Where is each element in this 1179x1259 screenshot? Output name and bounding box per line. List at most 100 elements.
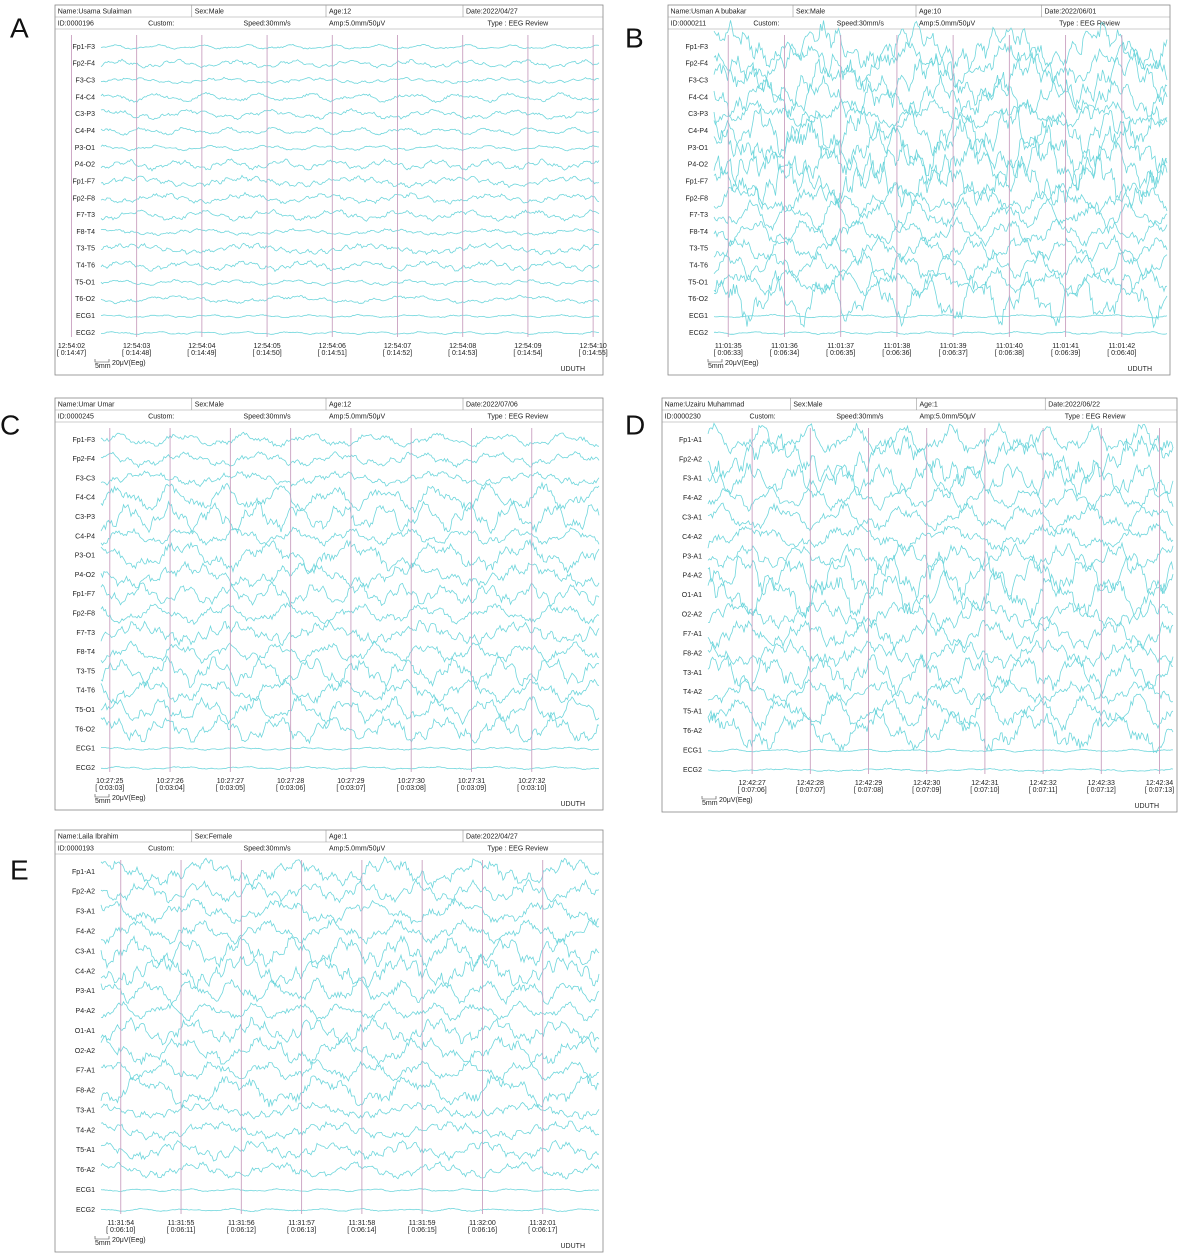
channel-label: F7-T3 <box>76 630 95 637</box>
channel-label: F8-A2 <box>683 650 702 657</box>
channel-label: Fp1-F7 <box>72 591 95 598</box>
channel-label: T6-O2 <box>75 726 95 733</box>
header-amp: Amp:5.0mm/50μV <box>329 413 385 420</box>
channel-label: T6-A2 <box>76 1167 95 1174</box>
channel-label: T6-O2 <box>688 296 708 303</box>
channel-label: P4-A2 <box>76 1008 96 1015</box>
elapsed-label: [ 0:06:12] <box>227 1227 256 1234</box>
elapsed-label: [ 0:03:08] <box>397 785 426 792</box>
time-label: 11:01:42 <box>1108 343 1135 350</box>
channel-label: T6-O2 <box>75 296 95 303</box>
header-date: Date:2022/07/06 <box>466 401 518 408</box>
header-age: Age:1 <box>920 401 938 408</box>
time-label: 11:31:59 <box>409 1220 436 1227</box>
eeg-panel: AName:Usama SulaimanSex:MaleAge:12Date:2… <box>10 5 608 375</box>
channel-label: P4-O2 <box>75 572 95 579</box>
elapsed-label: [ 0:06:34] <box>770 350 799 357</box>
channel-label: F8-T4 <box>76 649 95 656</box>
channel-label: F4-C4 <box>76 94 96 101</box>
channel-label: P3-O1 <box>75 145 95 152</box>
header-type: Type : EEG Review <box>487 845 549 852</box>
channel-label: T3-T5 <box>76 246 95 253</box>
channel-label: T5-A1 <box>683 709 702 716</box>
channel-label: P4-O2 <box>75 162 95 169</box>
scale-amp: 20μV(Eeg) <box>112 795 146 802</box>
time-label: 11:32:00 <box>469 1220 496 1227</box>
channel-label: Fp1-A1 <box>679 437 702 444</box>
scale-amp: 20μV(Eeg) <box>719 797 753 804</box>
header-name: Name:Laila Ibrahim <box>58 833 119 840</box>
time-label: 10:27:30 <box>398 778 425 785</box>
time-label: 12:54:10 <box>580 343 607 350</box>
time-label: 12:54:08 <box>449 343 476 350</box>
channel-label: ECG1 <box>76 1187 95 1194</box>
channel-label: O1-A1 <box>682 592 702 599</box>
channel-label: ECG2 <box>689 330 708 337</box>
header-type: Type : EEG Review <box>1065 413 1127 420</box>
time-label: 10:27:27 <box>217 778 244 785</box>
elapsed-label: [ 0:06:13] <box>287 1227 316 1234</box>
elapsed-label: [ 0:07:07] <box>796 787 825 794</box>
channel-label: Fp2-F4 <box>685 61 708 68</box>
elapsed-label: [ 0:03:06] <box>276 785 305 792</box>
channel-label: P3-A1 <box>76 988 96 995</box>
channel-label: Fp2-F8 <box>72 195 95 202</box>
time-label: 12:42:30 <box>913 780 940 787</box>
figure: AName:Usama SulaimanSex:MaleAge:12Date:2… <box>0 0 1179 1254</box>
time-label: 12:42:32 <box>1029 780 1056 787</box>
footer: UDUTH <box>561 1243 586 1250</box>
header-name: Name:Usman A bubakar <box>671 8 748 15</box>
elapsed-label: [ 0:14:47] <box>57 350 86 357</box>
channel-label: P3-O1 <box>75 553 95 560</box>
channel-label: Fp1-F3 <box>72 44 95 51</box>
elapsed-label: [ 0:07:13] <box>1145 787 1174 794</box>
channel-label: Fp1-F7 <box>72 178 95 185</box>
header-speed: Speed:30mm/s <box>837 20 885 27</box>
panel-letter: D <box>625 409 645 440</box>
header-type: Type : EEG Review <box>487 20 549 27</box>
channel-label: Fp2-F8 <box>685 195 708 202</box>
header-sex: Sex:Male <box>793 401 822 408</box>
time-label: 12:54:03 <box>123 343 150 350</box>
panel-letter: E <box>10 854 29 885</box>
channel-label: ECG2 <box>76 765 95 772</box>
elapsed-label: [ 0:07:12] <box>1087 787 1116 794</box>
channel-label: C4-A2 <box>75 968 95 975</box>
header-amp: Amp:5.0mm/50μV <box>919 20 975 27</box>
time-label: 10:27:26 <box>156 778 183 785</box>
channel-label: T4-T6 <box>76 688 95 695</box>
time-label: 12:42:28 <box>797 780 824 787</box>
header-custom: Custom: <box>148 20 174 27</box>
header-custom: Custom: <box>753 20 779 27</box>
header-name: Name:Umar Umar <box>58 401 115 408</box>
scale-length: 5mm <box>702 800 718 807</box>
header-amp: Amp:5.0mm/50μV <box>329 845 385 852</box>
header-amp: Amp:5.0mm/50μV <box>920 413 976 420</box>
elapsed-label: [ 0:06:10] <box>106 1227 135 1234</box>
panel-letter: A <box>10 12 29 43</box>
header-type: Type : EEG Review <box>487 413 549 420</box>
time-label: 11:01:35 <box>715 343 742 350</box>
time-label: 11:01:40 <box>996 343 1023 350</box>
time-label: 12:42:31 <box>971 780 998 787</box>
header-date: Date:2022/04/27 <box>466 833 518 840</box>
elapsed-label: [ 0:06:35] <box>826 350 855 357</box>
elapsed-label: [ 0:06:15] <box>408 1227 437 1234</box>
elapsed-label: [ 0:06:14] <box>347 1227 376 1234</box>
header-age: Age:12 <box>329 401 351 408</box>
channel-label: F4-C4 <box>76 495 96 502</box>
time-label: 11:31:55 <box>168 1220 195 1227</box>
time-label: 11:32:01 <box>529 1220 556 1227</box>
channel-label: T3-T5 <box>689 246 708 253</box>
elapsed-label: [ 0:06:36] <box>882 350 911 357</box>
elapsed-label: [ 0:03:09] <box>457 785 486 792</box>
channel-label: C4-P4 <box>75 128 95 135</box>
scale-length: 5mm <box>95 798 111 805</box>
panel-frame <box>55 398 603 810</box>
time-label: 11:01:37 <box>827 343 854 350</box>
elapsed-label: [ 0:14:49] <box>187 350 216 357</box>
header-sex: Sex:Male <box>195 8 224 15</box>
header-age: Age:1 <box>329 833 347 840</box>
channel-label: Fp1-A1 <box>72 869 95 876</box>
